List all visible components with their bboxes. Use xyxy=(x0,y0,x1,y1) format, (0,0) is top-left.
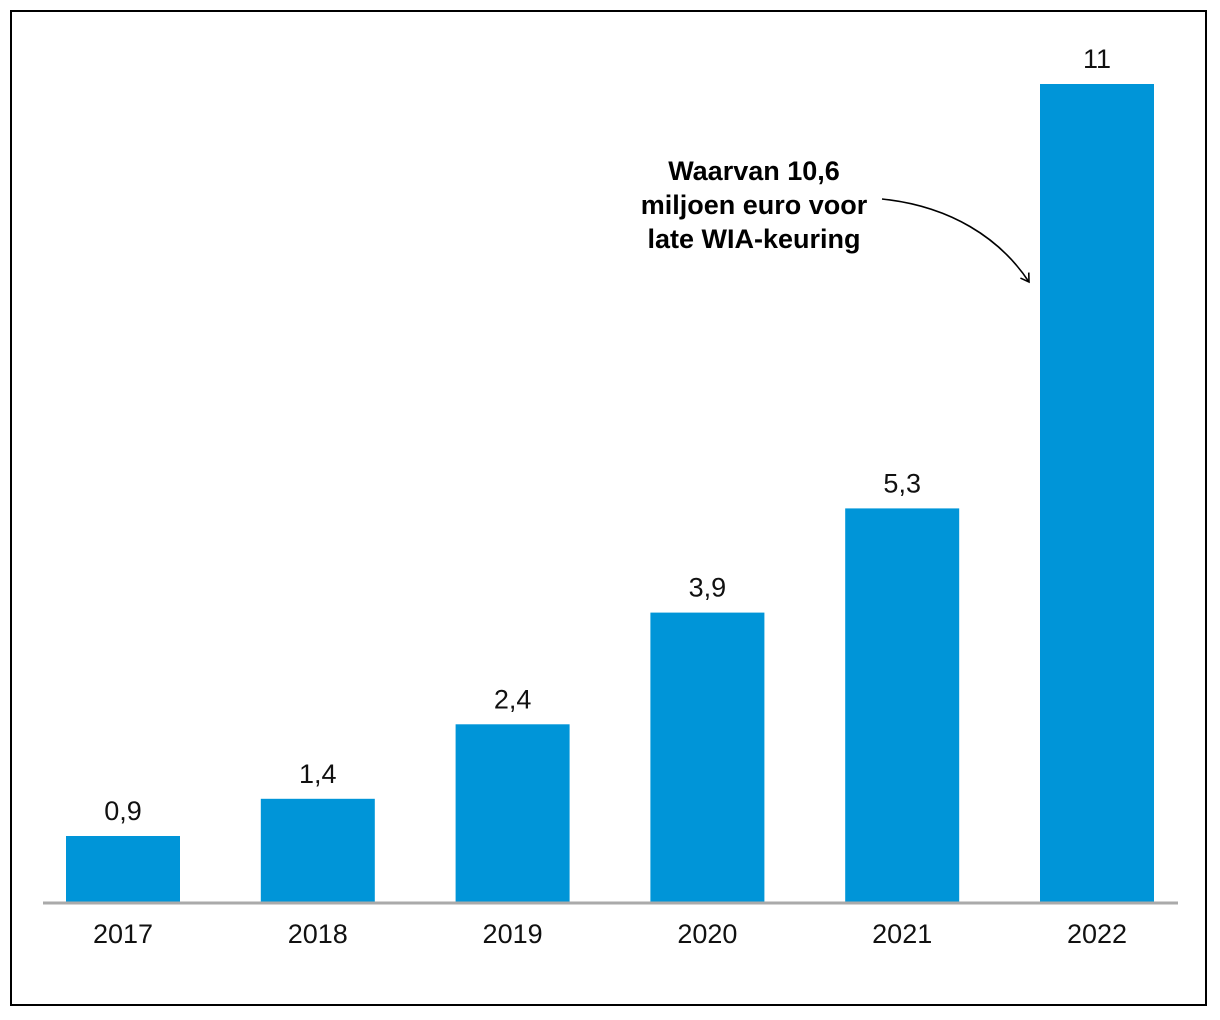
value-label-2019: 2,4 xyxy=(494,684,532,714)
bar-2021 xyxy=(845,508,960,903)
annotation-group: Waarvan 10,6 miljoen euro voor late WIA-… xyxy=(641,156,1030,284)
bar-2018 xyxy=(260,798,375,903)
annotation-line-2: miljoen euro voor xyxy=(641,190,868,220)
value-label-2018: 1,4 xyxy=(299,759,337,789)
value-labels-group: 0,9 1,4 2,4 3,9 5,3 11 xyxy=(104,44,1111,826)
chart-frame xyxy=(10,10,1207,1006)
tick-label-2018: 2018 xyxy=(288,919,348,949)
bar-2017 xyxy=(66,836,180,903)
annotation-arrow xyxy=(881,198,1030,284)
tick-label-2021: 2021 xyxy=(872,919,932,949)
tick-label-2020: 2020 xyxy=(677,919,737,949)
value-label-2022: 11 xyxy=(1083,44,1111,74)
tick-labels-group: 2017 2018 2019 2020 2021 2022 xyxy=(93,919,1127,949)
annotation-line-3: late WIA-keuring xyxy=(647,224,860,254)
bar-2020 xyxy=(650,612,765,903)
bar-2022 xyxy=(1040,84,1154,903)
bars-group xyxy=(66,84,1154,903)
bar-2019 xyxy=(455,724,570,903)
value-label-2021: 5,3 xyxy=(883,468,921,498)
tick-label-2017: 2017 xyxy=(93,919,153,949)
value-label-2020: 3,9 xyxy=(689,573,727,603)
tick-label-2022: 2022 xyxy=(1067,919,1127,949)
value-label-2017: 0,9 xyxy=(104,796,142,826)
annotation-line-1: Waarvan 10,6 xyxy=(668,156,840,186)
tick-label-2019: 2019 xyxy=(483,919,543,949)
